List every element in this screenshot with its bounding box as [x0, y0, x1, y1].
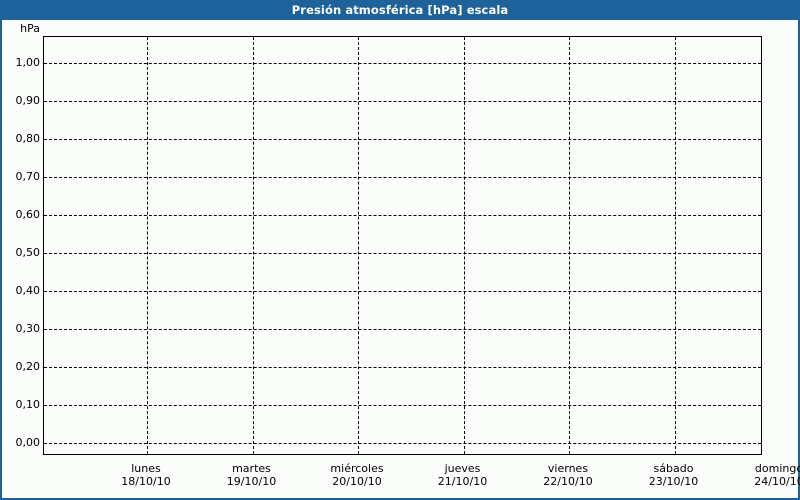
- y-axis-tick-label: 0,70: [15, 170, 41, 183]
- x-axis-tick-label: lunes 18/10/10: [91, 462, 201, 488]
- x-axis-tick-label: sábado 23/10/10: [619, 462, 729, 488]
- x-axis-day-name: martes: [232, 462, 271, 475]
- y-gridline: [44, 367, 761, 368]
- y-gridline: [44, 329, 761, 330]
- x-axis-tick-label: martes 19/10/10: [197, 462, 307, 488]
- plot-area: [43, 36, 762, 455]
- x-gridline: [463, 37, 465, 454]
- y-axis-tick-label: 0,60: [15, 208, 41, 221]
- x-axis-date: 24/10/10: [754, 475, 800, 488]
- x-gridline: [358, 37, 359, 454]
- y-gridline: [44, 139, 761, 140]
- y-axis-tick-label: 1,00: [15, 56, 41, 69]
- window-title-bar: Presión atmosférica [hPa] escala: [0, 0, 800, 20]
- x-axis-tick-label: jueves 21/10/10: [408, 462, 518, 488]
- y-gridline: [44, 253, 761, 254]
- x-axis-date: 22/10/10: [543, 475, 593, 488]
- x-axis-date: 23/10/10: [648, 475, 699, 488]
- y-gridline: [44, 177, 761, 178]
- y-gridline: [44, 405, 761, 406]
- x-axis-tick-label: domingo 24/10/10: [724, 462, 800, 488]
- x-axis-date: 19/10/10: [226, 475, 277, 488]
- x-gridline: [252, 37, 254, 454]
- x-axis-day-name: lunes: [131, 462, 161, 475]
- y-gridline: [44, 63, 761, 64]
- x-axis-day-name: domingo: [754, 462, 800, 475]
- y-gridline: [44, 443, 761, 444]
- y-axis: hPa 1,00 0,90 0,80 0,70 0,60 0,50 0,40 0,30 0,20…: [2, 20, 41, 498]
- x-axis-tick-label: miércoles 20/10/10: [302, 462, 412, 488]
- y-axis-tick-label: 0,50: [15, 246, 41, 259]
- y-axis-tick-label: 0,20: [15, 360, 41, 373]
- x-gridline: [674, 37, 676, 454]
- y-axis-tick-label: 0,80: [15, 132, 41, 145]
- y-axis-tick-label: 0,90: [15, 94, 41, 107]
- y-axis-unit-label: hPa: [20, 22, 40, 35]
- x-axis-day-name: sábado: [653, 462, 694, 475]
- x-axis-date: 21/10/10: [437, 475, 488, 488]
- y-axis-tick-label: 0,40: [15, 284, 41, 297]
- x-axis-date: 20/10/10: [332, 475, 382, 488]
- x-gridline: [147, 37, 148, 454]
- y-axis-tick-label: 0,10: [15, 398, 41, 411]
- x-axis-day-name: viernes: [547, 462, 589, 475]
- x-axis: lunes 18/10/10 martes 19/10/10 miércoles 20/1…: [2, 20, 800, 498]
- y-gridline: [44, 291, 761, 292]
- y-gridline: [44, 215, 761, 216]
- x-axis-day-name: miércoles: [330, 462, 384, 475]
- x-axis-day-name: jueves: [444, 462, 481, 475]
- x-axis-date: 18/10/10: [121, 475, 171, 488]
- y-axis-tick-label: 0,00: [15, 436, 41, 449]
- y-axis-tick-label: 0,30: [15, 322, 41, 335]
- page-title: Presión atmosférica [hPa] escala: [291, 3, 509, 17]
- chart-canvas: hPa 1,00 0,90 0,80 0,70 0,60 0,50 0,40 0,30 0,20…: [2, 20, 800, 498]
- x-axis-tick-label: viernes 22/10/10: [513, 462, 623, 488]
- x-gridline: [569, 37, 570, 454]
- y-gridline: [44, 101, 761, 102]
